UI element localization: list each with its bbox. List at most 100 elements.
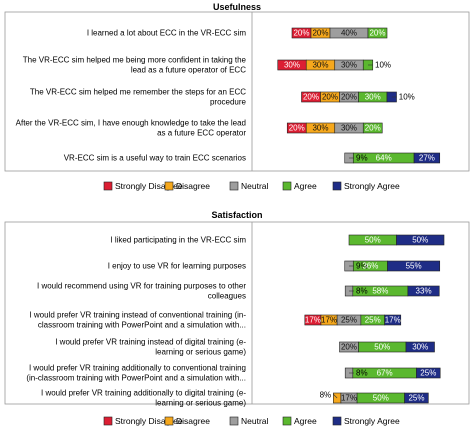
legend-entry: Strongly Disagree — [115, 416, 183, 426]
bar-segment-agree — [367, 27, 388, 39]
usefulness-panel: Usefulness I learned a lot about ECC in t… — [4, 2, 470, 191]
data-label: 33% — [416, 287, 432, 296]
question-label: I would prefer VR training additionally … — [26, 364, 246, 383]
data-label: 64% — [376, 154, 392, 163]
question-label-line: classroom training with PowerPoint and a… — [38, 321, 246, 330]
data-label: 9% — [356, 262, 368, 271]
question-label: The VR-ECC sim helped me being more conf… — [23, 56, 247, 75]
data-label: 50% — [374, 343, 390, 352]
bar-segment-strongly-agree — [413, 152, 441, 164]
bar-segment-agree — [362, 122, 383, 134]
legend-swatch-strongly-disagree — [103, 181, 113, 191]
question-label-line: The VR-ECC sim helped me being more conf… — [23, 56, 247, 65]
legend-swatch-neutral — [229, 181, 239, 191]
data-label: 9% — [356, 154, 368, 163]
data-label: 17% — [385, 316, 401, 325]
bar-segment-strongly-agree — [384, 314, 402, 326]
question-label-line: I enjoy to use VR for learning purposes — [108, 262, 246, 271]
data-label: 10% — [399, 93, 415, 102]
data-label: 25% — [365, 316, 381, 325]
data-label: 20% — [303, 93, 319, 102]
question-label: I liked participating in the VR-ECC sim — [110, 236, 246, 245]
question-label-line: (in-classroom training with PowerPoint a… — [26, 374, 246, 383]
data-label: 20% — [369, 29, 385, 38]
question-label-line: I liked participating in the VR-ECC sim — [110, 236, 246, 245]
data-label: 40% — [341, 29, 357, 38]
question-label-line: lead as a future operator of ECC — [131, 66, 246, 75]
question-label-line: I would prefer VR training additionally … — [41, 389, 246, 398]
legend-entry: Agree — [294, 181, 317, 191]
question-label-line: I would prefer VR training instead of di… — [55, 338, 246, 347]
data-label: 27% — [419, 154, 435, 163]
data-label: 17% — [321, 316, 337, 325]
legend-swatch-disagree — [164, 416, 174, 426]
callout-line — [332, 393, 338, 399]
data-label: 20% — [289, 124, 305, 133]
legend-swatch-neutral — [229, 416, 239, 426]
legend-swatch-disagree — [164, 181, 174, 191]
data-label: 36% — [362, 262, 378, 271]
panel-title: Satisfaction — [211, 210, 262, 220]
data-label: 20% — [312, 29, 328, 38]
data-label: 25% — [408, 394, 424, 403]
legend-swatch-strongly-agree — [332, 181, 342, 191]
question-label: I enjoy to use VR for learning purposes — [108, 262, 246, 271]
bar-segment-strongly-agree — [404, 392, 429, 404]
data-label: 25% — [420, 369, 436, 378]
data-label: 30% — [341, 61, 357, 70]
data-label: 50% — [365, 236, 381, 245]
data-label: 30% — [312, 61, 328, 70]
data-label: 8% — [356, 369, 368, 378]
question-label: I would recommend using VR for training … — [37, 282, 246, 301]
question-label: The VR-ECC sim helped me remember the st… — [30, 88, 247, 107]
data-label: 8% — [320, 391, 332, 400]
panel-title: Usefulness — [213, 2, 261, 12]
question-label-line: procedure — [210, 98, 247, 107]
legend-entry: Disagree — [176, 181, 210, 191]
data-label: 20% — [341, 343, 357, 352]
legend-entry: Agree — [294, 416, 317, 426]
data-label: 8% — [356, 287, 368, 296]
data-label: 20% — [322, 93, 338, 102]
data-label: 58% — [372, 287, 388, 296]
question-label: I would prefer VR training additionally … — [41, 389, 246, 408]
legend-entry: Strongly Agree — [344, 181, 400, 191]
question-label-line: as a future ECC operator — [157, 129, 246, 138]
data-label: 50% — [373, 394, 389, 403]
question-label: VR-ECC sim is a useful way to train ECC … — [64, 154, 246, 163]
data-label: 20% — [341, 93, 357, 102]
question-label-line: After the VR-ECC sim, I have enough know… — [16, 119, 246, 128]
panel-frame — [4, 11, 470, 172]
legend-swatch-agree — [282, 416, 292, 426]
question-label-line: learning or serious game) — [155, 348, 246, 357]
data-label: 55% — [406, 262, 422, 271]
question-label: I would prefer VR training instead of co… — [29, 311, 246, 330]
question-label-line: The VR-ECC sim helped me remember the st… — [30, 88, 246, 97]
bar-segment-strongly-agree — [407, 285, 440, 297]
legend-swatch-agree — [282, 181, 292, 191]
data-label: 30% — [412, 343, 428, 352]
bar-segment-strongly-agree — [396, 234, 445, 246]
data-label: 10% — [375, 61, 391, 70]
panel-frame — [4, 221, 470, 405]
data-label: 25% — [341, 316, 357, 325]
question-label: After the VR-ECC sim, I have enough know… — [16, 119, 247, 138]
data-label: 17% — [341, 394, 357, 403]
question-label-line: I learned a lot about ECC in the VR-ECC … — [87, 29, 247, 38]
data-label: 30% — [365, 93, 381, 102]
data-label: 50% — [412, 236, 428, 245]
data-label: 20% — [293, 29, 309, 38]
bar-segment-strongly-agree — [416, 367, 441, 379]
question-label-line: colleagues — [208, 292, 246, 301]
legend-swatch-strongly-agree — [332, 416, 342, 426]
question-label-line: learning or serious game) — [155, 399, 246, 408]
legend-entry: Strongly Agree — [344, 416, 400, 426]
bar-segment-strongly-agree — [387, 260, 441, 272]
satisfaction-panel: Satisfaction I liked participating in the… — [4, 210, 470, 426]
question-label-line: I would prefer VR training instead of co… — [29, 311, 246, 320]
legend-entry: Neutral — [241, 181, 269, 191]
data-label: 30% — [312, 124, 328, 133]
